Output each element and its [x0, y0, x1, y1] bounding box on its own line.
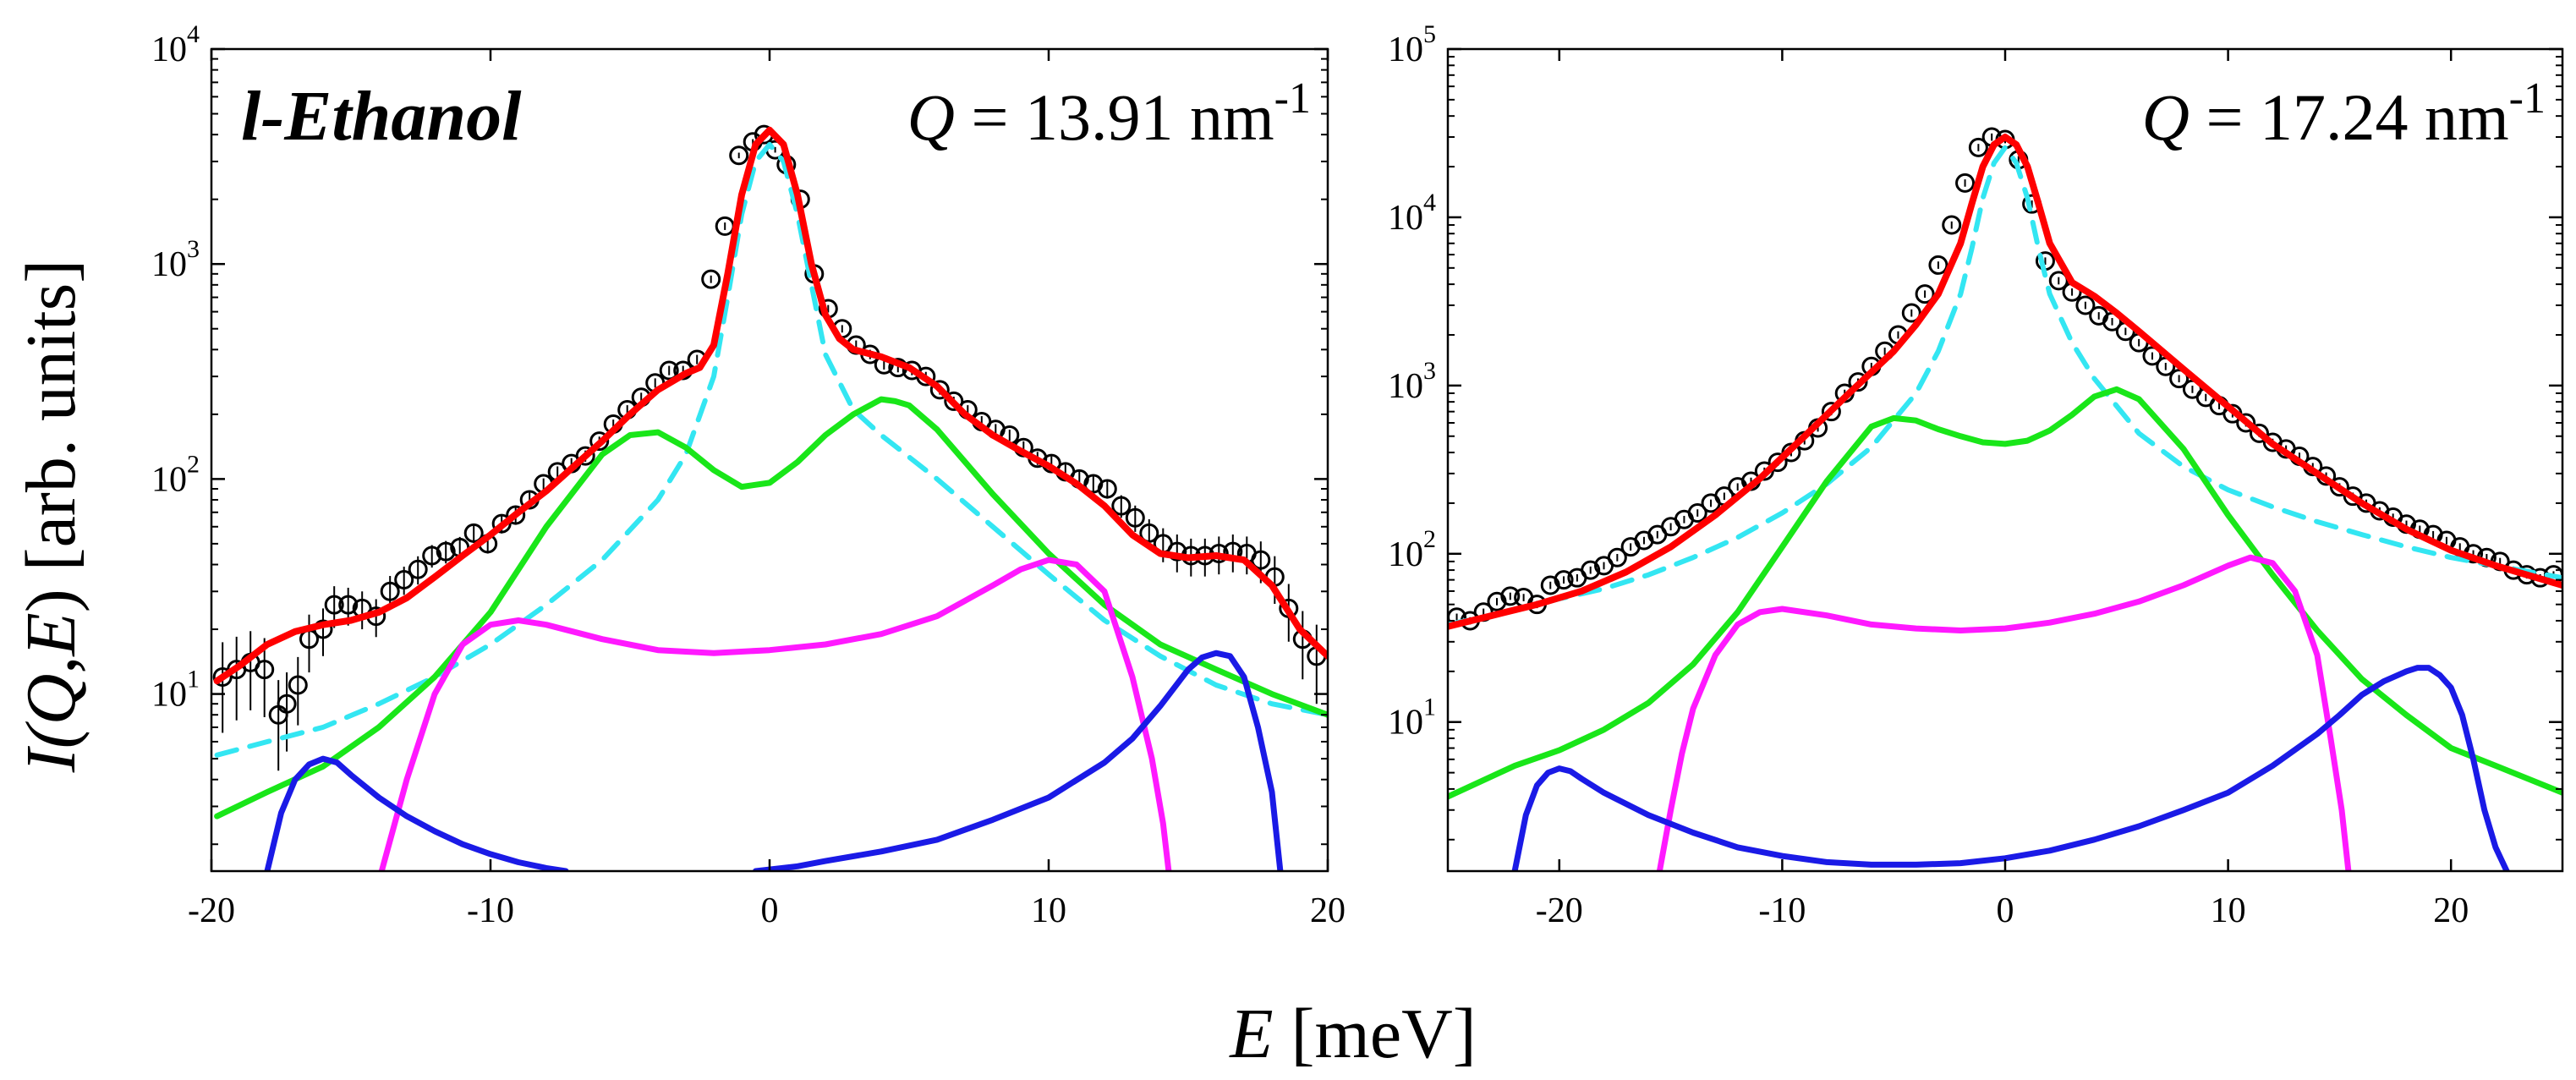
- series-total-fit-line: [213, 126, 1328, 685]
- data-point: [1915, 284, 1935, 304]
- x-tick-label: 0: [761, 891, 779, 930]
- y-axis-label: I(Q,E) [arb. units]: [12, 260, 90, 773]
- data-point: [1848, 372, 1868, 392]
- series-total-fit-line: [1448, 134, 2562, 630]
- data-point: [491, 513, 512, 534]
- data-point: [701, 269, 721, 289]
- data-point: [1754, 461, 1774, 481]
- data-point: [1097, 479, 1117, 499]
- x-tick-label: 0: [1997, 891, 2014, 930]
- data-point: [2250, 423, 2270, 443]
- x-tick-label: 10: [1031, 891, 1066, 930]
- data-point: [1955, 173, 1976, 193]
- data-point: [277, 694, 297, 714]
- data-point: [1607, 547, 1627, 567]
- series-quasielastic-line: [1448, 145, 2562, 628]
- axes-frame: [1446, 47, 2564, 873]
- data-point: [1942, 215, 1962, 235]
- data-point: [1581, 560, 1601, 580]
- data-point: [436, 541, 456, 562]
- series-mode-green-line: [1448, 386, 2562, 800]
- series-mode-blue-line: [264, 755, 569, 871]
- data-points: [212, 124, 1327, 771]
- data-point: [408, 559, 428, 579]
- data-point: [1928, 255, 1948, 275]
- q-value-label: Q = 17.24 nm-1: [2142, 74, 2546, 154]
- data-point: [1139, 523, 1159, 543]
- data-point: [380, 581, 400, 601]
- x-tick-label: -10: [1758, 891, 1806, 930]
- y-tick-label: 101: [1388, 694, 1436, 743]
- data-point: [575, 446, 595, 466]
- y-tick-label: 101: [151, 666, 200, 715]
- x-tick-label: -10: [467, 891, 514, 930]
- x-tick-label: -20: [1536, 891, 1583, 930]
- y-tick-label: 104: [1388, 189, 1436, 238]
- data-point: [324, 595, 344, 615]
- data-point: [255, 660, 275, 680]
- data-point: [944, 391, 964, 411]
- y-tick-label: 103: [1388, 357, 1436, 406]
- data-points: [1448, 127, 2562, 631]
- data-point: [1125, 507, 1145, 528]
- data-point: [2075, 295, 2096, 315]
- data-point: [288, 675, 308, 695]
- data-point: [506, 505, 526, 525]
- data-point: [1111, 496, 1132, 516]
- q-value-label: Q = 13.91 nm-1: [907, 74, 1311, 154]
- data-point: [2329, 477, 2349, 497]
- data-point: [729, 145, 749, 166]
- data-point: [2142, 346, 2162, 366]
- x-tick-label: -20: [188, 891, 235, 930]
- plot-area: [212, 124, 1328, 871]
- series-quasielastic-line: [214, 141, 1328, 758]
- data-point: [1554, 570, 1574, 590]
- x-tick-label: 20: [1310, 891, 1346, 930]
- y-tick-label: 105: [1388, 20, 1436, 69]
- panel-left: -20 -10 0 10 20 101 102 103 104 Q = 13.91 nm-1: [151, 20, 1346, 930]
- data-point: [659, 360, 679, 381]
- data-point: [422, 545, 442, 566]
- y-tick-label: 102: [1388, 525, 1436, 574]
- x-tick-label: 20: [2433, 891, 2469, 930]
- sample-label: l-Ethanol: [241, 77, 522, 156]
- data-point: [1768, 452, 1788, 473]
- y-tick-label: 103: [151, 235, 200, 284]
- series-mode-blue-line: [753, 650, 1284, 871]
- data-point: [394, 569, 414, 589]
- x-axis-label: E [meV]: [1229, 995, 1477, 1073]
- data-point: [2236, 413, 2256, 433]
- series-mode-blue-line: [1511, 665, 2510, 871]
- data-point: [929, 380, 950, 400]
- data-point: [338, 595, 359, 615]
- axes-frame: [210, 47, 1329, 873]
- data-point: [2048, 271, 2069, 291]
- data-point: [1821, 402, 1841, 422]
- data-point: [463, 523, 484, 543]
- data-point: [1901, 303, 1921, 323]
- data-point: [1687, 502, 1707, 523]
- data-point: [1500, 586, 1521, 606]
- panel-right: -20 -10 0 10 20 101 102 103 104 105 Q = 17.24 nm-1: [1388, 20, 2564, 930]
- data-point: [2169, 369, 2190, 389]
- x-tick-label: 10: [2211, 891, 2246, 930]
- series-mode-magenta-line: [1656, 554, 2352, 871]
- series-mode-magenta-line: [378, 556, 1172, 871]
- plot-area: [1448, 127, 2562, 871]
- y-tick-label: 104: [151, 20, 200, 69]
- data-point: [1968, 137, 1988, 157]
- data-point: [589, 431, 610, 452]
- data-point: [1251, 550, 1271, 570]
- y-tick-label: 102: [151, 450, 200, 499]
